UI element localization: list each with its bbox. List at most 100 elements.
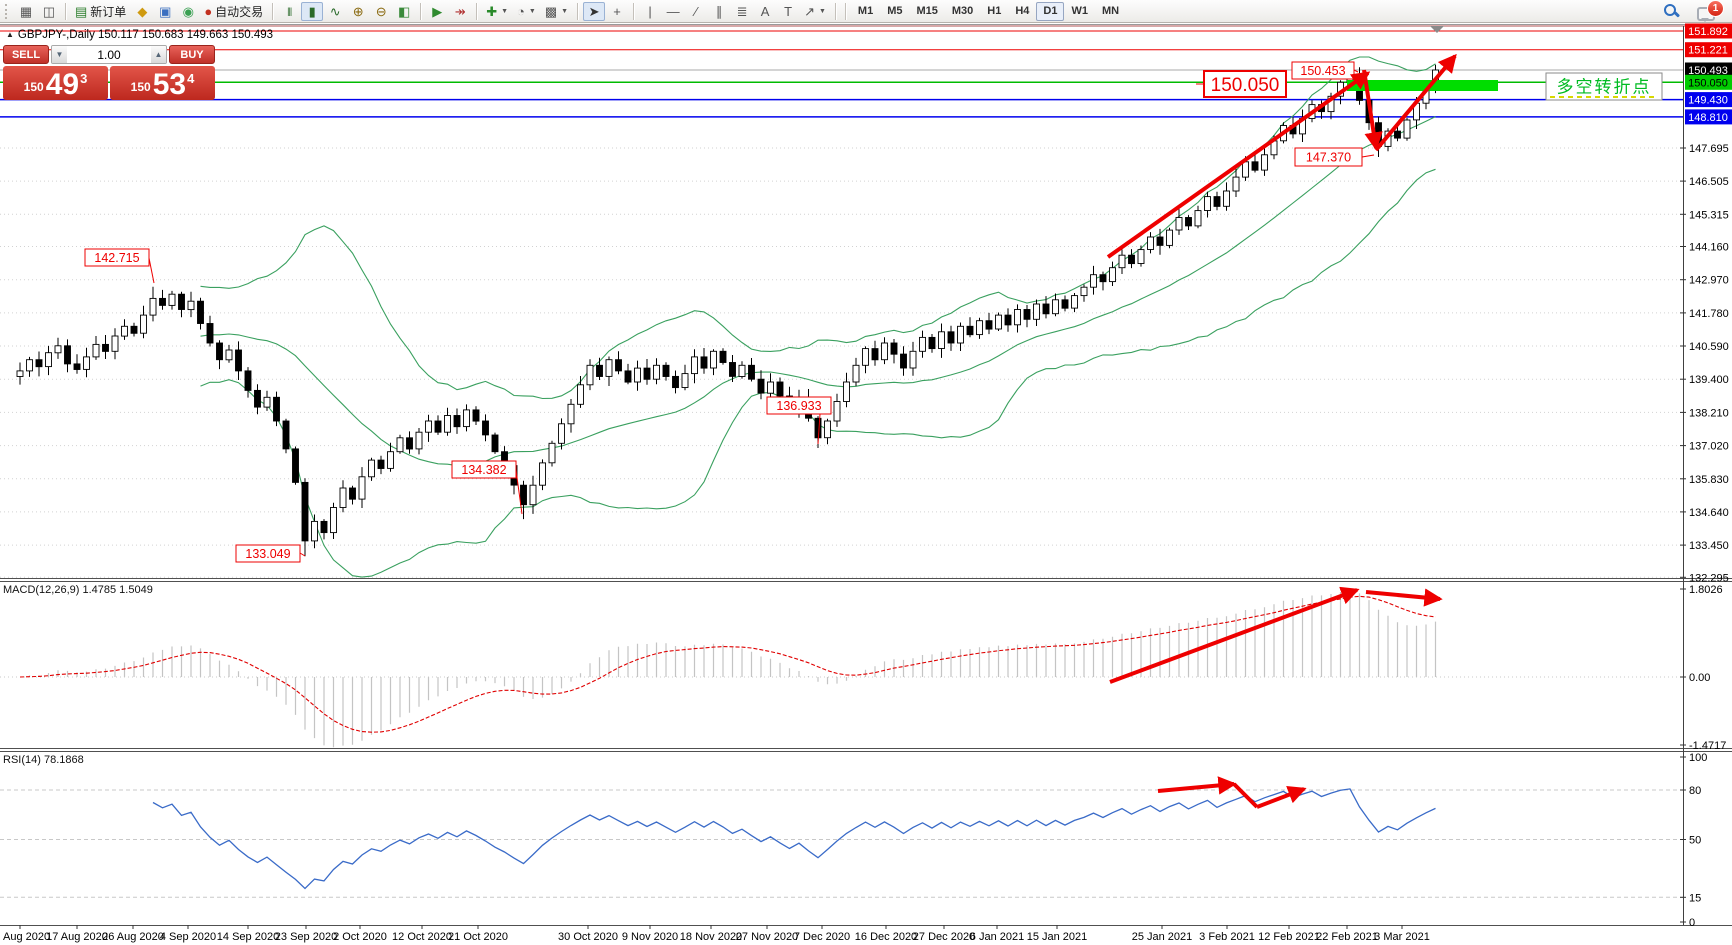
periods-button[interactable]: ◔ ▼ bbox=[513, 2, 540, 21]
autotrading-button[interactable]: ● 自动交易 bbox=[200, 2, 267, 21]
autotrading-icon: ● bbox=[204, 3, 213, 19]
chart-shift-button[interactable]: ↠ bbox=[449, 2, 471, 21]
trend-arrow[interactable] bbox=[1362, 69, 1383, 151]
buy-button[interactable]: BUY bbox=[169, 45, 215, 64]
indicators-button[interactable]: ✚ ▼ bbox=[482, 2, 512, 21]
axis-tick-label: 133.450 bbox=[1689, 540, 1729, 552]
crosshair-button[interactable]: + bbox=[606, 2, 628, 21]
price-badge: 151.892 bbox=[1685, 23, 1732, 39]
price-label-annotation[interactable]: 133.049 bbox=[235, 544, 306, 563]
axis-tick-label: 145.315 bbox=[1689, 209, 1729, 221]
svg-text:150.453: 150.453 bbox=[1300, 64, 1345, 78]
date-tick-label: 21 Oct 2020 bbox=[448, 931, 508, 943]
price-label-annotation[interactable]: 136.933 bbox=[766, 396, 832, 445]
trend-arrow[interactable] bbox=[1157, 776, 1237, 795]
bollinger-lower-band bbox=[200, 168, 1436, 578]
new-chart-button[interactable]: ▦ bbox=[15, 2, 37, 21]
axis-tick-label: 137.020 bbox=[1689, 441, 1729, 453]
collapse-triangle-icon[interactable]: ▲ bbox=[6, 30, 14, 39]
date-tick-label: 14 Sep 2020 bbox=[217, 931, 279, 943]
price-label-annotation[interactable]: 150.050 bbox=[1196, 70, 1287, 98]
date-tick-label: 23 Sep 2020 bbox=[275, 931, 337, 943]
bar-chart-button[interactable]: ||| bbox=[278, 2, 300, 21]
trend-arrow[interactable] bbox=[1232, 782, 1259, 809]
note-text-object[interactable]: 多空转折点 bbox=[1545, 72, 1663, 101]
timeframe-M5-button[interactable]: M5 bbox=[880, 2, 909, 21]
candlesticks bbox=[16, 69, 1439, 542]
search-button[interactable] bbox=[1660, 2, 1682, 21]
quote-text: GBPJPY-,Daily 150.117 150.683 149.663 15… bbox=[17, 29, 274, 41]
text-button[interactable]: A bbox=[754, 2, 776, 21]
chart-profiles-button[interactable]: ◫ bbox=[38, 2, 60, 21]
timeframe-M15-button[interactable]: M15 bbox=[909, 2, 944, 21]
sell-price-panel[interactable]: 150 49 3 bbox=[3, 66, 108, 100]
price-label-annotation[interactable]: 142.715 bbox=[84, 248, 155, 284]
cursor-button[interactable]: ➤ bbox=[583, 1, 606, 21]
axis-tick-label: 141.780 bbox=[1689, 308, 1729, 320]
new-order-button[interactable]: ▤ 新订单 bbox=[71, 2, 130, 21]
chart-shift-icon: ↠ bbox=[454, 3, 466, 19]
text-label-button[interactable]: T bbox=[777, 2, 799, 21]
signals-button[interactable]: ◉ bbox=[177, 2, 199, 21]
toolbar-separator bbox=[844, 2, 846, 20]
zoom-in-button[interactable]: ⊕ bbox=[347, 2, 369, 21]
chevron-down-icon: ▼ bbox=[818, 7, 826, 15]
trend-arrow[interactable] bbox=[1374, 53, 1457, 152]
notifications-button[interactable]: 1 bbox=[1696, 0, 1724, 22]
timeframe-MN-button[interactable]: MN bbox=[1095, 2, 1126, 21]
timeframe-M30-button[interactable]: M30 bbox=[945, 2, 980, 21]
zoom-out-button[interactable]: ⊖ bbox=[370, 2, 392, 21]
price-label-annotation[interactable]: 134.382 bbox=[451, 460, 523, 515]
sell-button[interactable]: SELL bbox=[3, 45, 49, 64]
tile-windows-button[interactable]: ◧ bbox=[393, 2, 415, 21]
auto-scroll-button[interactable]: ▶ bbox=[426, 2, 448, 21]
date-tick-label: 22 Feb 2021 bbox=[1316, 931, 1378, 943]
metaeditor-icon: ◆ bbox=[137, 3, 148, 19]
svg-text:多空转折点: 多空转折点 bbox=[1557, 78, 1652, 97]
volume-increase-button[interactable]: ▲ bbox=[151, 46, 166, 63]
trend-arrow[interactable] bbox=[1256, 786, 1307, 809]
price-label-annotation[interactable]: 150.453 bbox=[1291, 61, 1359, 80]
terminal-button[interactable]: ▣ bbox=[154, 2, 176, 21]
line-chart-button[interactable]: ∿ bbox=[324, 2, 346, 21]
new-order-label: 新订单 bbox=[90, 4, 127, 19]
svg-text:151.221: 151.221 bbox=[1688, 45, 1728, 57]
price-badge: 150.493 bbox=[1685, 62, 1732, 78]
metaeditor-button[interactable]: ◆ bbox=[131, 2, 153, 21]
candlestick-chart-button[interactable]: ▮ bbox=[301, 1, 324, 21]
buy-price-pip: 4 bbox=[187, 71, 195, 86]
fibonacci-button[interactable]: ≣ bbox=[731, 2, 753, 21]
buy-price-panel[interactable]: 150 53 4 bbox=[110, 66, 215, 100]
timeframe-D1-button[interactable]: D1 bbox=[1036, 1, 1065, 21]
price-label-annotation[interactable]: 147.370 bbox=[1294, 147, 1375, 167]
turning-point-zone[interactable] bbox=[1347, 80, 1498, 91]
date-tick-label: 25 Jan 2021 bbox=[1132, 931, 1193, 943]
trend-arrow[interactable] bbox=[1106, 71, 1371, 259]
axis-tick-label: 138.210 bbox=[1689, 407, 1729, 419]
equidistant-channel-button[interactable]: ∥ bbox=[708, 2, 730, 21]
chart-shift-marker-icon[interactable] bbox=[1430, 26, 1444, 33]
indicators-icon: ✚ bbox=[486, 3, 498, 19]
toolbar-separator bbox=[420, 2, 422, 20]
trend-arrow[interactable] bbox=[1365, 588, 1443, 607]
signals-icon: ◉ bbox=[182, 3, 194, 19]
timeframe-M1-button[interactable]: M1 bbox=[851, 2, 880, 21]
templates-button[interactable]: ▩ ▼ bbox=[541, 2, 572, 21]
timeframe-H1-button[interactable]: H1 bbox=[980, 2, 1008, 21]
trendline-button[interactable]: ∕ bbox=[685, 2, 707, 21]
new-order-icon: ▤ bbox=[75, 3, 88, 19]
axis-tick-label: 50 bbox=[1689, 835, 1701, 847]
templates-icon: ▩ bbox=[544, 3, 558, 19]
volume-decrease-button[interactable]: ▼ bbox=[52, 46, 67, 63]
tile-windows-icon: ◧ bbox=[398, 3, 411, 19]
toolbar-drag-handle[interactable] bbox=[5, 3, 11, 19]
vertical-line-button[interactable]: | bbox=[639, 2, 661, 21]
horizontal-line-button[interactable]: — bbox=[662, 2, 684, 21]
volume-input[interactable] bbox=[67, 46, 151, 63]
zoom-in-icon: ⊕ bbox=[352, 3, 364, 19]
timeframe-H4-button[interactable]: H4 bbox=[1008, 2, 1036, 21]
trend-arrow[interactable] bbox=[1109, 586, 1360, 684]
arrows-button[interactable]: ↗ ▼ bbox=[800, 2, 830, 21]
timeframe-W1-button[interactable]: W1 bbox=[1064, 2, 1095, 21]
